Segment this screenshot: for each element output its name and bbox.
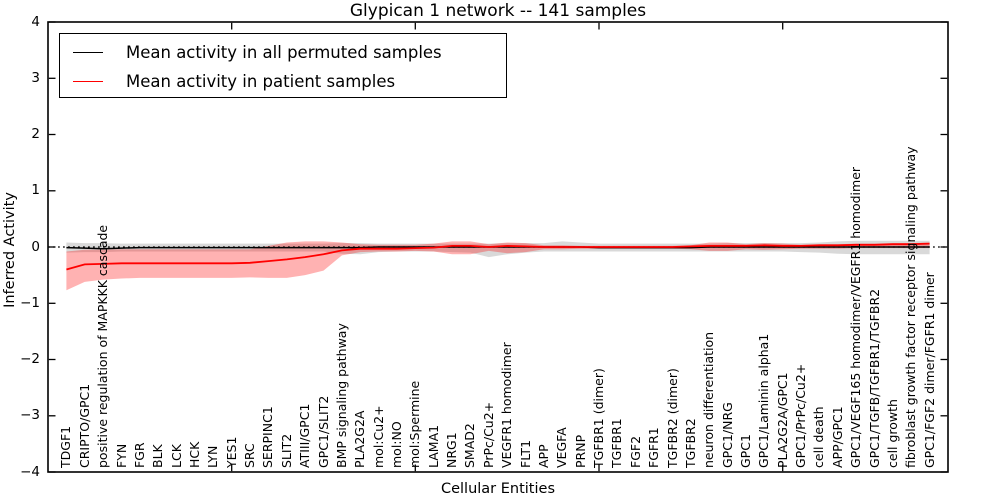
legend-line-sample-permuted [73,52,103,53]
x-category-label: GPC1 [738,434,753,468]
y-tick-label: 0 [31,238,40,255]
x-category-label: mol:Cu2+ [370,405,386,468]
x-category-label: mol:Spermine [407,380,423,468]
x-category-label: VEGFA [554,427,570,468]
x-category-label: GPC1/Laminin alpha1 [756,333,772,468]
x-category-label: GPC1/TGFB/TGFBR1/TGFBR2 [866,288,882,468]
x-category-label: PrPc/Cu2+ [480,401,496,468]
y-tick-label: −1 [20,294,40,311]
x-category-label: fibroblast growth factor receptor signal… [903,146,919,468]
chart-title: Glypican 1 network -- 141 samples [349,1,647,21]
x-category-label: positive regulation of MAPKKK cascade [95,224,111,468]
x-category-label: SRC [242,443,257,468]
x-category-label: YES1 [223,436,239,468]
legend-label-permuted: Mean activity in all permuted samples [126,43,442,62]
x-category-label: FGF2 [627,435,643,468]
x-category-label: PRNP [572,434,588,468]
legend-line-sample-patient [73,81,103,82]
axes-frame [47,21,949,473]
x-category-label: mol:NO [389,421,404,468]
legend-row-patient: Mean activity in patient samples [60,67,506,96]
x-category-label: APP/GPC1 [829,406,845,468]
x-category-label: BLK [150,444,166,468]
x-category-label: VEGFR1 homodimer [499,342,515,468]
x-category-label: SLIT2 [278,433,294,468]
x-category-label: neuron differentiation [701,331,717,468]
x-category-label: TGFBR2 [682,418,698,468]
y-tick-label: 3 [31,69,40,86]
x-category-label: PLA2G2A [352,410,368,468]
x-category-label: PLA2G2A/GPC1 [774,372,790,468]
x-category-label: cell growth [884,399,900,468]
x-axis-label: Cellular Entities [440,481,556,497]
y-tick-label: 2 [31,126,40,142]
x-category-label: ATIII/GPC1 [297,403,313,468]
x-category-label: HCK [186,441,202,468]
legend: Mean activity in all permuted samples Me… [59,33,507,98]
patient-band [66,241,930,291]
y-tick-label: −3 [20,407,40,424]
x-category-label: cell death [811,406,827,468]
x-category-label: LYN [205,445,221,468]
x-category-label: GPC1/NRG [719,402,735,468]
x-category-label: TGFBR1 (dimer) [591,368,606,468]
legend-row-permuted: Mean activity in all permuted samples [60,38,506,67]
x-category-label: FGR [131,442,147,468]
legend-label-patient: Mean activity in patient samples [126,72,396,91]
x-category-label: TGFBR2 (dimer) [664,368,680,468]
y-tick-label: 1 [31,182,40,199]
x-category-label: SMAD2 [462,423,478,468]
x-category-label: APP [535,444,551,468]
y-tick-label: 4 [31,13,40,30]
x-category-label: GPC1/FGF2 dimer/FGFR1 dimer [921,272,937,468]
x-category-label: SERPINC1 [260,406,276,468]
x-category-label: CRIPTO/GPC1 [76,383,92,468]
x-category-label: GPC1/PrPc/Cu2+ [793,363,809,468]
patient-mean-line [66,242,930,271]
x-category-label: GPC1/VEGF165 homodimer/VEGFR1 homodimer [848,166,864,468]
x-category-label: LCK [168,444,184,468]
x-category-label: BMP signaling pathway [333,323,349,468]
x-category-label: GPC1/SLIT2 [315,395,331,468]
x-category-label: TGFBR1 [609,418,625,468]
y-tick-label: −4 [20,463,40,480]
x-category-label: FYN [113,443,129,468]
x-category-label: FGFR1 [646,427,662,468]
x-category-label: FLT1 [517,439,533,468]
permuted-band [66,240,930,258]
x-category-label: TDGF1 [58,425,74,468]
x-category-label: LAMA1 [425,424,441,468]
y-tick-label: −2 [20,351,40,367]
x-category-label: NRG1 [444,432,460,468]
